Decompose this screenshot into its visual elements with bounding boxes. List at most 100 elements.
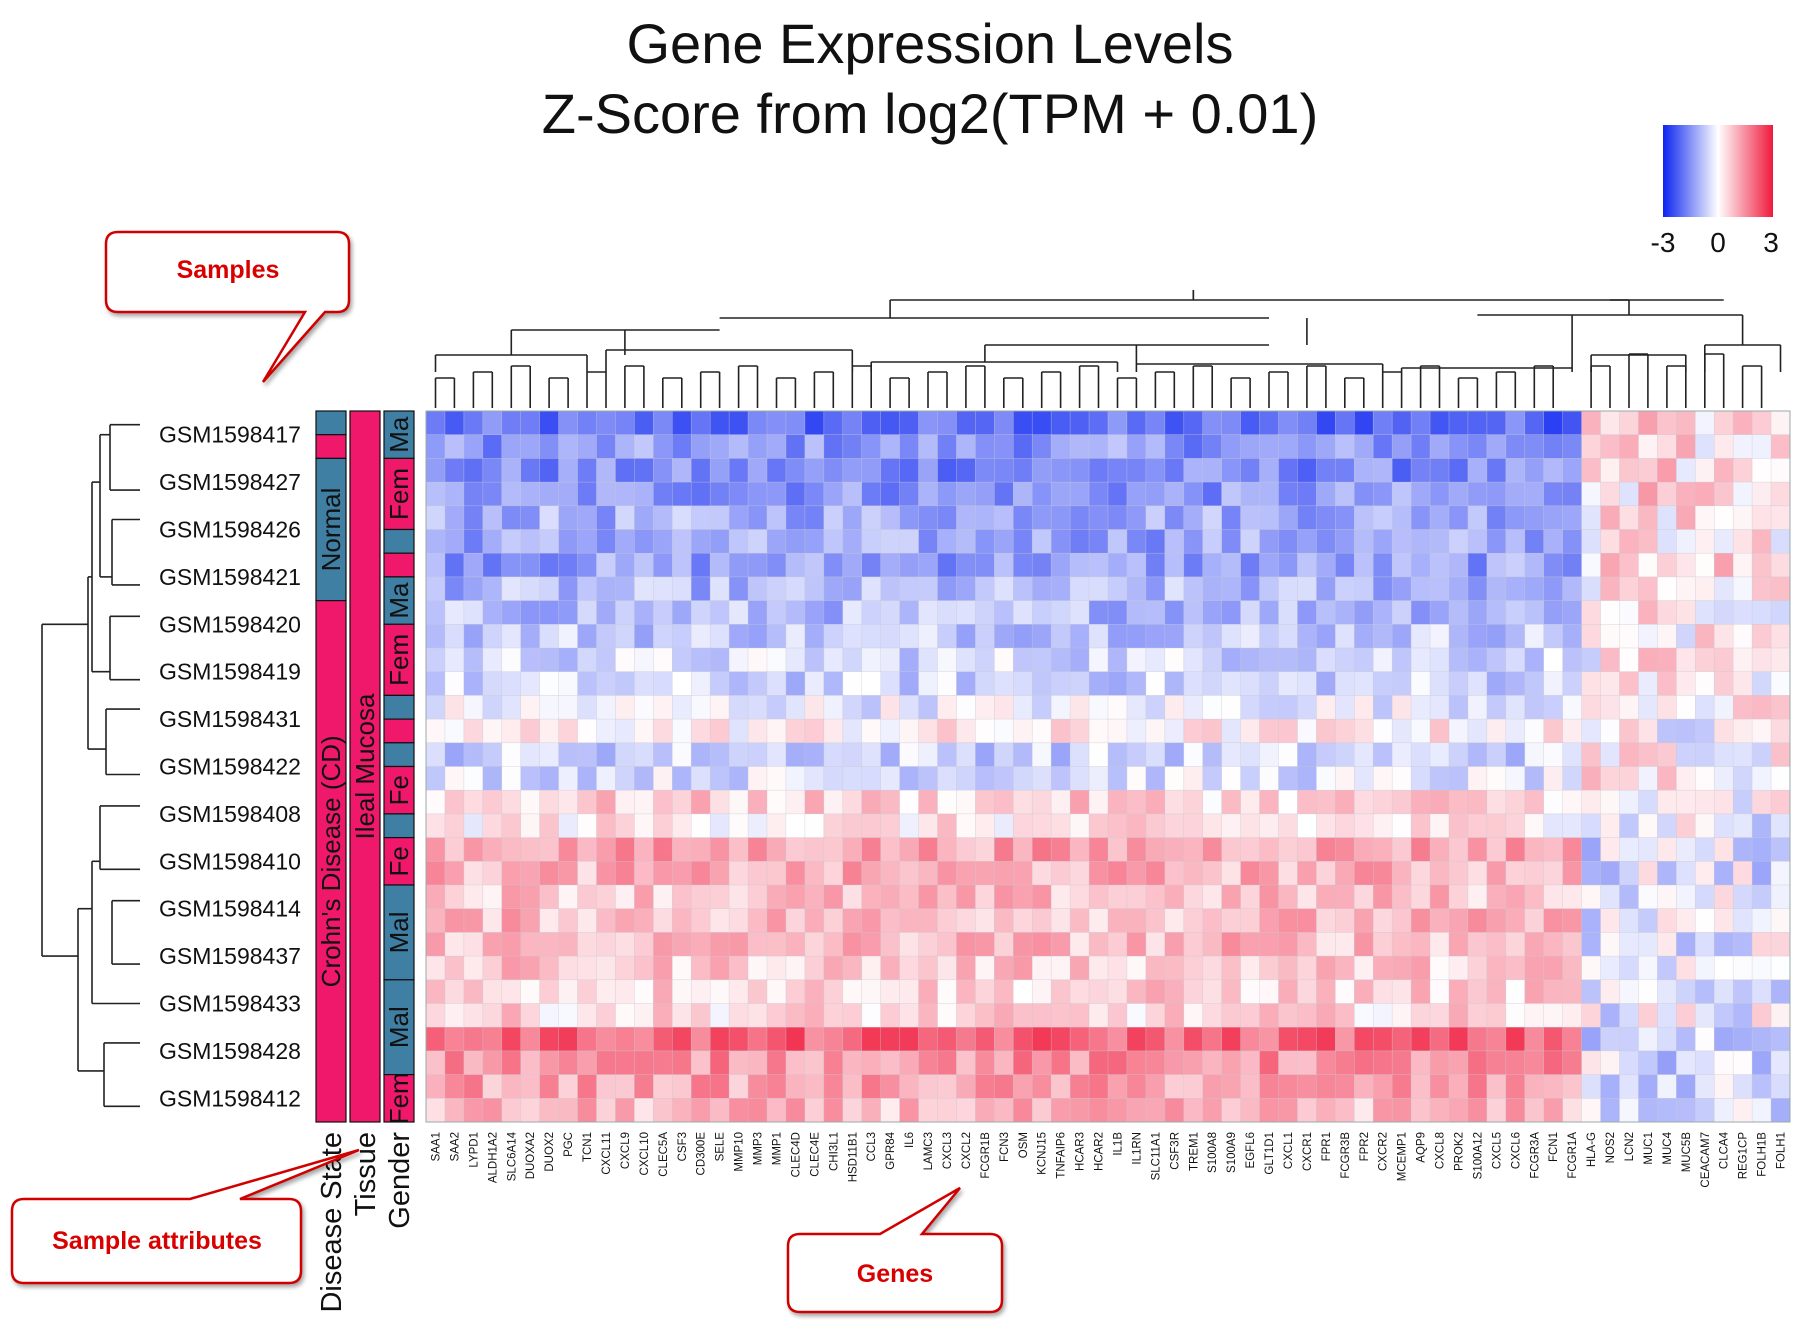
- heatmap-cell: [1600, 410, 1621, 436]
- disease-state-band-label: Normal: [316, 488, 346, 572]
- heatmap-cell: [1770, 410, 1791, 436]
- heatmap-cell: [482, 647, 503, 673]
- heatmap-cell: [1732, 1026, 1753, 1052]
- heatmap-cell: [482, 932, 503, 957]
- attribute-header: Tissue: [350, 1132, 382, 1216]
- heatmap-cell: [842, 623, 863, 649]
- heatmap-cell: [1619, 718, 1639, 744]
- heatmap-cell: [747, 410, 768, 436]
- heatmap-cell: [1183, 647, 1204, 673]
- heatmap-cell: [1410, 695, 1431, 720]
- heatmap-cell: [615, 766, 635, 791]
- heatmap-cell: [747, 1003, 768, 1028]
- heatmap-cell: [1164, 410, 1185, 436]
- heatmap-cell: [823, 908, 844, 933]
- heatmap-cell: [1372, 647, 1393, 673]
- heatmap-cell: [482, 718, 503, 744]
- heatmap-cell: [1164, 1050, 1185, 1076]
- heatmap-cell: [482, 1098, 503, 1123]
- heatmap-cell: [1429, 505, 1450, 530]
- heatmap-cell: [1372, 623, 1393, 649]
- heatmap-cell: [1391, 505, 1412, 530]
- heatmap-cell: [615, 932, 635, 957]
- heatmap-cell: [1372, 884, 1393, 910]
- heatmap-cell: [785, 979, 806, 1004]
- heatmap-cell: [975, 1074, 995, 1099]
- heatmap-cell: [937, 1074, 957, 1099]
- heatmap-cell: [671, 671, 692, 696]
- heatmap-cell: [1732, 505, 1753, 530]
- heatmap-cell: [596, 576, 616, 602]
- heatmap-cell: [1732, 789, 1753, 815]
- heatmap-cell: [899, 955, 920, 981]
- heatmap-cell: [1183, 718, 1204, 744]
- heatmap-cell: [804, 908, 825, 933]
- heatmap-cell: [596, 979, 616, 1004]
- heatmap-cell: [1486, 458, 1507, 483]
- heatmap-cell: [1221, 1026, 1242, 1052]
- heatmap-cell: [1657, 1074, 1677, 1099]
- heatmap-cell: [653, 1050, 673, 1076]
- heatmap-cell: [1524, 529, 1545, 554]
- heatmap-cell: [1107, 576, 1128, 602]
- heatmap-cell: [539, 623, 560, 649]
- heatmap-cell: [1240, 552, 1261, 578]
- heatmap-cell: [1297, 671, 1317, 696]
- heatmap-cell: [1619, 410, 1639, 436]
- heatmap-cell: [1486, 1026, 1507, 1052]
- heatmap-cell: [785, 1003, 806, 1028]
- heatmap-cell: [1562, 742, 1583, 767]
- heatmap-cell: [1353, 955, 1374, 981]
- heatmap-cell: [1069, 505, 1090, 530]
- heatmap-cell: [975, 1003, 995, 1028]
- heatmap-cell: [425, 766, 446, 791]
- heatmap-cell: [1278, 410, 1298, 436]
- heatmap-cell: [1619, 481, 1639, 507]
- heatmap-cell: [463, 742, 484, 767]
- heatmap-cell: [1069, 647, 1090, 673]
- heatmap-cell: [690, 979, 711, 1004]
- heatmap-cell: [1676, 908, 1696, 933]
- heatmap-cell: [1486, 410, 1507, 436]
- heatmap-cell: [1259, 932, 1280, 957]
- heatmap-cell: [690, 671, 711, 696]
- heatmap-cell: [501, 860, 522, 886]
- heatmap-cell: [1031, 458, 1052, 483]
- heatmap-cell: [1562, 1098, 1583, 1123]
- heatmap-cell: [558, 647, 579, 673]
- heatmap-cell: [1467, 1098, 1488, 1123]
- heatmap-cell: [444, 505, 465, 530]
- gene-label: LCN2: [1624, 1132, 1636, 1161]
- heatmap-cell: [1713, 529, 1734, 554]
- heatmap-cell: [1069, 932, 1090, 957]
- heatmap-cell: [766, 1050, 787, 1076]
- heatmap-cell: [463, 529, 484, 554]
- gender-band: [383, 694, 415, 720]
- heatmap-cell: [520, 410, 541, 436]
- heatmap-cell: [1638, 576, 1658, 602]
- heatmap-cell: [709, 552, 730, 578]
- heatmap-cell: [690, 600, 711, 625]
- heatmap-cell: [1694, 1026, 1715, 1052]
- heatmap-cell: [1316, 481, 1336, 507]
- heatmap-cell: [1486, 505, 1507, 530]
- heatmap-cell: [1429, 410, 1450, 436]
- heatmap-cell: [861, 766, 882, 791]
- gene-label: CXCL1: [1283, 1132, 1295, 1169]
- heatmap-cell: [1202, 1074, 1223, 1099]
- heatmap-cell: [690, 623, 711, 649]
- heatmap-cell: [1126, 529, 1147, 554]
- gene-label: CLEC4E: [809, 1132, 821, 1177]
- heatmap-cell: [1429, 742, 1450, 767]
- callout-samples: Samples: [104, 230, 351, 383]
- heatmap-cell: [1259, 1050, 1280, 1076]
- heatmap-cell: [520, 576, 541, 602]
- heatmap-cell: [823, 410, 844, 436]
- heatmap-cell: [1202, 552, 1223, 578]
- gender-band: [383, 742, 415, 768]
- heatmap-cell: [1259, 671, 1280, 696]
- heatmap-cell: [1448, 458, 1469, 483]
- gene-label: SAA2: [449, 1132, 461, 1161]
- heatmap-cell: [956, 576, 976, 602]
- heatmap-cell: [1031, 766, 1052, 791]
